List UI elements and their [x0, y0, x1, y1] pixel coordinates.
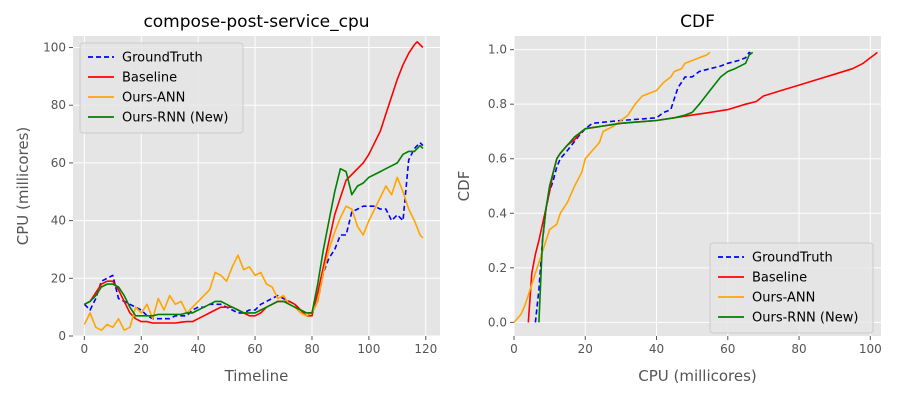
y-tick-label: 80: [51, 98, 66, 112]
legend-label: Ours-ANN: [752, 291, 815, 306]
x-tick-label: 40: [191, 342, 206, 356]
chart-title: compose-post-service_cpu: [143, 12, 369, 32]
x-tick-label: 80: [791, 342, 806, 356]
series-line-groundtruth: [83, 141, 424, 320]
x-axis-label: CPU (millicores): [638, 367, 757, 385]
series-line-ours-ann: [83, 176, 424, 332]
y-tick-label: 1.0: [488, 43, 507, 57]
legend-box: [709, 242, 874, 334]
legend-label: Ours-ANN: [122, 91, 185, 106]
x-tick-label: 0: [81, 342, 89, 356]
y-tick-label: 100: [43, 41, 66, 55]
y-tick-label: 40: [51, 214, 66, 228]
y-tick-label: 0.2: [488, 261, 507, 275]
x-tick-label: 80: [304, 342, 319, 356]
y-tick-label: 0.4: [488, 206, 507, 220]
series-line-ours-ann: [514, 51, 711, 323]
x-tick-label: 40: [649, 342, 664, 356]
y-tick-label: 0.6: [488, 152, 507, 166]
series-line-baseline: [84, 40, 424, 324]
series-line-ours-rnn-new: [538, 51, 754, 323]
legend-label: Ours-RNN (New): [752, 311, 858, 326]
y-tick-label: 20: [51, 271, 66, 285]
y-axis-label: CPU (millicores): [14, 127, 32, 246]
x-tick-label: 100: [859, 342, 882, 356]
x-tick-label: 60: [720, 342, 735, 356]
x-tick-label: 60: [247, 342, 262, 356]
legend-label: Baseline: [752, 271, 807, 286]
x-tick-label: 100: [357, 342, 380, 356]
chart-title: CDF: [680, 12, 715, 32]
cpu-timeline-chart: 0 20 40 60 80 100 120 0 20 40 60 80 100 compose-post-…: [14, 12, 440, 385]
series-line-ours-rnn-new: [84, 144, 424, 317]
legend-box: [79, 42, 244, 134]
x-tick-label: 20: [134, 342, 149, 356]
legend-label: Ours-RNN (New): [122, 111, 228, 126]
y-tick-label: 60: [51, 156, 66, 170]
y-tick-label: 0.0: [488, 315, 507, 329]
x-tick-label: 20: [578, 342, 593, 356]
y-axis-label: CDF: [455, 171, 473, 202]
y-tick-label: 0.8: [488, 97, 507, 111]
legend-label: Baseline: [122, 71, 177, 86]
x-tick-label: 120: [414, 342, 437, 356]
legend-label: GroundTruth: [752, 251, 833, 266]
legend-label: GroundTruth: [122, 51, 203, 66]
series-line-groundtruth: [534, 51, 754, 323]
y-tick-label: 0: [58, 329, 66, 343]
cdf-chart: 0 20 40 60 80 100 0.0 0.2 0.4 0.6 0.8 1.0 CDF CPU (mi…: [455, 12, 882, 385]
x-axis-label: Timeline: [224, 367, 289, 385]
x-tick-label: 0: [510, 342, 518, 356]
